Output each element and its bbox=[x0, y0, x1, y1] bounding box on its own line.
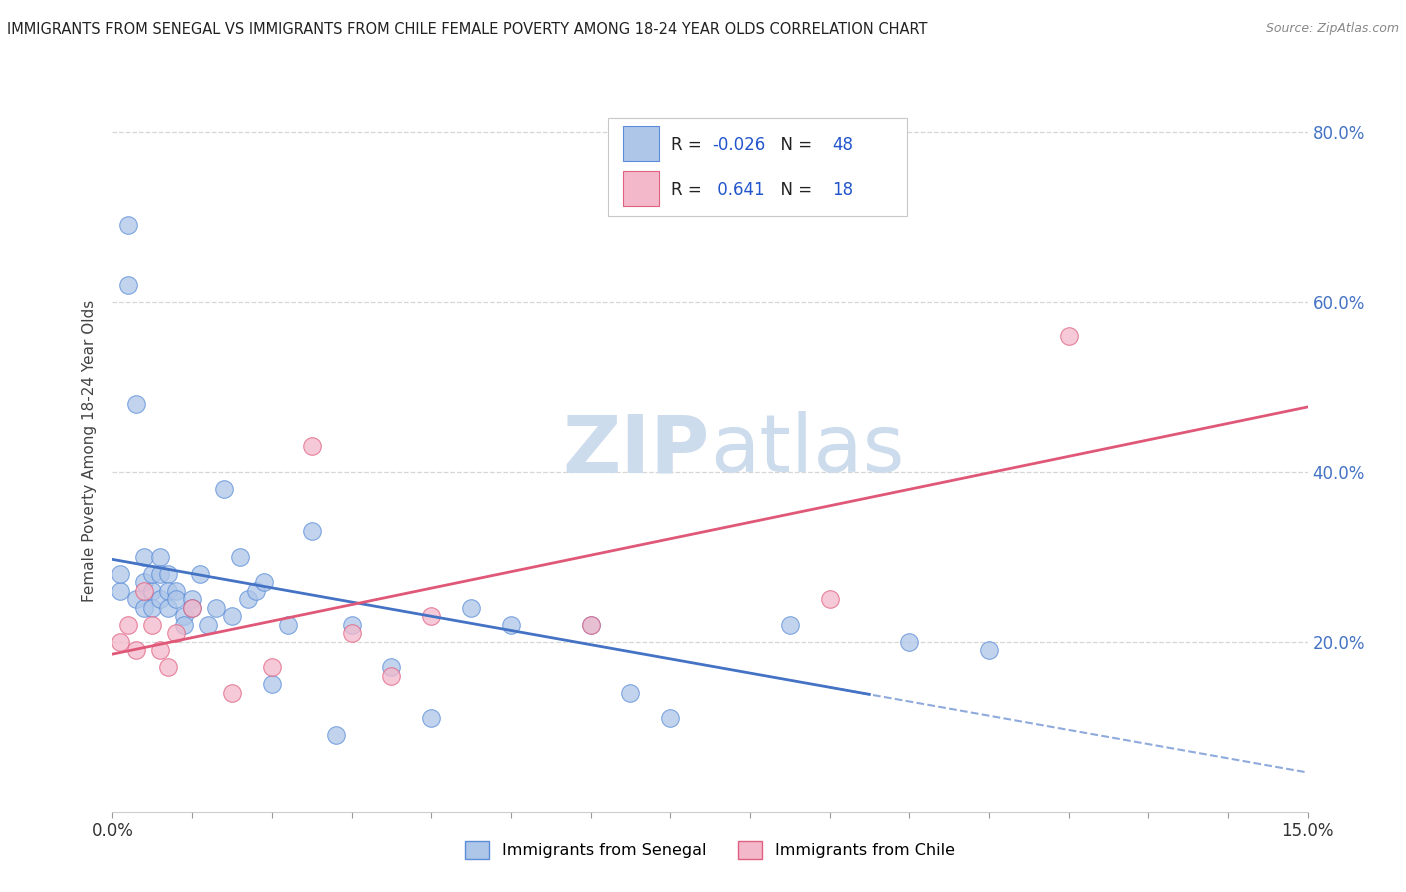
Point bbox=[212, 482, 235, 496]
Text: 18: 18 bbox=[832, 181, 853, 199]
Point bbox=[197, 617, 219, 632]
Point bbox=[301, 439, 323, 453]
Point bbox=[420, 609, 443, 624]
Point bbox=[260, 660, 283, 674]
Text: -0.026: -0.026 bbox=[713, 136, 766, 154]
Point bbox=[110, 634, 132, 648]
Legend: Immigrants from Senegal, Immigrants from Chile: Immigrants from Senegal, Immigrants from… bbox=[458, 835, 962, 865]
Text: Source: ZipAtlas.com: Source: ZipAtlas.com bbox=[1265, 22, 1399, 36]
Point bbox=[181, 600, 204, 615]
Point bbox=[165, 626, 187, 640]
Point bbox=[277, 617, 299, 632]
Point bbox=[898, 634, 921, 648]
Point bbox=[659, 711, 682, 725]
Point bbox=[134, 575, 156, 590]
Text: 0.641: 0.641 bbox=[713, 181, 765, 199]
Point bbox=[141, 617, 163, 632]
Point bbox=[117, 617, 139, 632]
Point bbox=[141, 583, 163, 598]
Point bbox=[229, 549, 252, 564]
Point bbox=[173, 617, 195, 632]
Point bbox=[579, 617, 602, 632]
Point bbox=[301, 524, 323, 539]
Bar bbox=[623, 171, 658, 206]
Point bbox=[125, 592, 148, 607]
Point bbox=[141, 566, 163, 581]
Point bbox=[380, 669, 402, 683]
Point bbox=[157, 566, 180, 581]
Point bbox=[157, 583, 180, 598]
Point bbox=[149, 592, 172, 607]
Point bbox=[149, 643, 172, 657]
Point bbox=[236, 592, 259, 607]
Y-axis label: Female Poverty Among 18-24 Year Olds: Female Poverty Among 18-24 Year Olds bbox=[82, 300, 97, 601]
Point bbox=[157, 600, 180, 615]
Point bbox=[134, 549, 156, 564]
Text: R =: R = bbox=[671, 181, 707, 199]
Point bbox=[110, 583, 132, 598]
Point bbox=[460, 600, 482, 615]
Point bbox=[157, 660, 180, 674]
Point bbox=[173, 609, 195, 624]
Text: ZIP: ZIP bbox=[562, 411, 710, 490]
Point bbox=[181, 592, 204, 607]
Point bbox=[1057, 328, 1080, 343]
Text: 48: 48 bbox=[832, 136, 853, 154]
Text: IMMIGRANTS FROM SENEGAL VS IMMIGRANTS FROM CHILE FEMALE POVERTY AMONG 18-24 YEAR: IMMIGRANTS FROM SENEGAL VS IMMIGRANTS FR… bbox=[7, 22, 928, 37]
Bar bbox=[623, 127, 658, 161]
Point bbox=[499, 617, 522, 632]
Point bbox=[380, 660, 402, 674]
Point bbox=[165, 592, 187, 607]
Point bbox=[117, 218, 139, 232]
Point bbox=[977, 643, 1000, 657]
Point bbox=[188, 566, 211, 581]
Point bbox=[260, 677, 283, 691]
Point bbox=[779, 617, 801, 632]
Point bbox=[340, 626, 363, 640]
Point bbox=[420, 711, 443, 725]
Point bbox=[818, 592, 841, 607]
Point bbox=[325, 728, 347, 742]
Point bbox=[579, 617, 602, 632]
Point bbox=[253, 575, 276, 590]
Point bbox=[134, 583, 156, 598]
Text: R =: R = bbox=[671, 136, 707, 154]
Point bbox=[110, 566, 132, 581]
Point bbox=[205, 600, 228, 615]
Point bbox=[619, 686, 641, 700]
FancyBboxPatch shape bbox=[609, 118, 907, 216]
Point bbox=[149, 549, 172, 564]
Point bbox=[165, 583, 187, 598]
Point bbox=[221, 609, 243, 624]
Point bbox=[181, 600, 204, 615]
Point bbox=[117, 277, 139, 292]
Point bbox=[221, 686, 243, 700]
Point bbox=[141, 600, 163, 615]
Point bbox=[245, 583, 267, 598]
Text: N =: N = bbox=[770, 136, 817, 154]
Text: atlas: atlas bbox=[710, 411, 904, 490]
Point bbox=[125, 397, 148, 411]
Text: N =: N = bbox=[770, 181, 817, 199]
Point bbox=[134, 600, 156, 615]
Point bbox=[340, 617, 363, 632]
Point bbox=[149, 566, 172, 581]
Point bbox=[125, 643, 148, 657]
